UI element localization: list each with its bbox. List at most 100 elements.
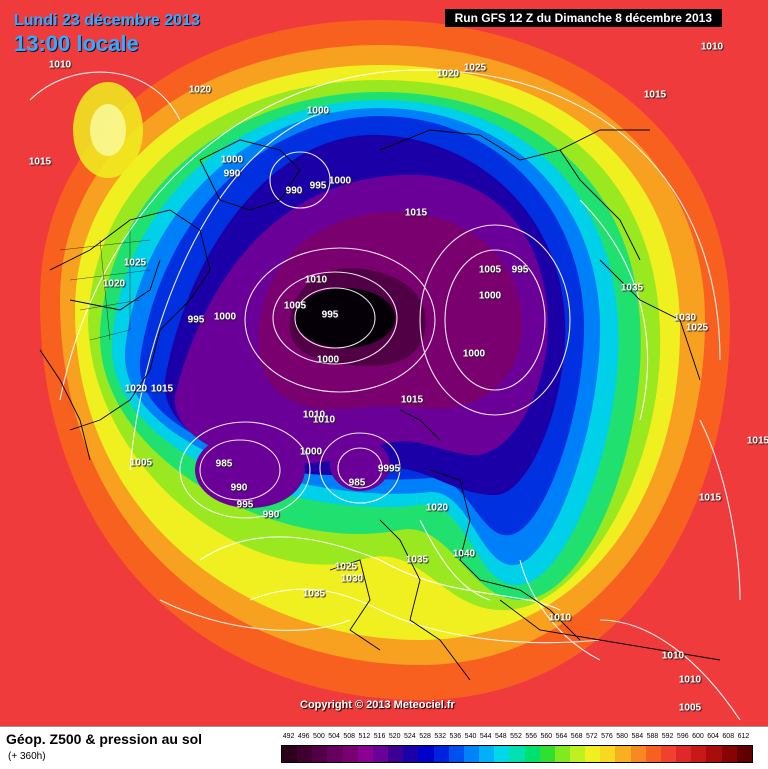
legend-title: Géop. Z500 & pression au sol (6, 731, 203, 747)
isobar-label: 990 (285, 185, 303, 197)
scale-label: 492 (282, 733, 295, 740)
scale-swatch (630, 746, 646, 762)
isobar-label: 1010 (304, 274, 328, 286)
isobar-label: 1010 (312, 414, 336, 426)
color-scale-bar (281, 745, 753, 763)
scale-swatch (615, 746, 631, 762)
scale-swatch (645, 746, 661, 762)
scale-label: 504 (328, 733, 340, 740)
scale-swatch (463, 746, 480, 762)
pole-low-core (295, 288, 395, 348)
scale-swatch (676, 746, 692, 762)
run-label: Run GFS 12 Z du Dimanche 8 décembre 2013 (444, 9, 722, 27)
coastlines (39, 129, 721, 681)
isobar-label: 1015 (400, 394, 424, 406)
isobar-label: 990 (223, 168, 241, 180)
isobar-label: 1000 (316, 354, 340, 366)
scale-label: 584 (631, 733, 644, 740)
scale-label: 572 (585, 733, 598, 740)
scale-swatch (691, 746, 707, 762)
scale-label: 532 (434, 733, 447, 740)
isobar-label: 1000 (299, 446, 323, 458)
isobar-label: 1025 (334, 561, 358, 573)
forecast-time: 13:00 locale (14, 31, 139, 56)
scale-swatch (585, 746, 601, 762)
isobar-label: 1010 (48, 59, 72, 71)
scale-swatch (721, 746, 737, 762)
scale-label: 536 (449, 733, 462, 740)
isobar-label: 1020 (425, 502, 449, 514)
scale-label: 556 (525, 733, 537, 740)
scale-swatch (342, 746, 358, 762)
isobar-label: 995 (187, 314, 205, 326)
isobar-label: 1010 (548, 612, 572, 624)
isobar-label: 1025 (463, 62, 487, 74)
scale-label: 500 (313, 733, 325, 740)
scale-swatch (403, 746, 419, 762)
scale-label: 496 (297, 733, 310, 740)
scale-swatch (736, 746, 752, 762)
isobar-label: 1015 (746, 435, 768, 447)
geopotential-map: Lundi 23 décembre 2013 13:00 locale Run … (0, 0, 768, 726)
isobar-label: 1015 (643, 89, 667, 101)
isobar-label: 1000 (328, 175, 352, 187)
isobar-label: 1020 (124, 383, 148, 395)
legend-subtitle: (+ 360h) (8, 751, 46, 762)
color-scale-labels: 492 496 500 504 508 512 516 520 524 528 532 536 540 5… (281, 733, 751, 743)
isobar-label: 990 (230, 482, 248, 494)
copyright-notice: Copyright © 2013 Meteociel.fr (300, 699, 455, 711)
isobar-label: 1040 (452, 548, 476, 560)
scale-swatch (372, 746, 389, 762)
scale-swatch (418, 746, 434, 762)
scale-label: 548 (494, 733, 507, 740)
warm-bubble-core (90, 104, 126, 156)
isobar-label: 1000 (478, 290, 502, 302)
isobar-label: 1005 (678, 702, 702, 714)
scale-label: 552 (510, 733, 522, 740)
scale-label: 520 (388, 733, 401, 740)
scale-swatch (600, 746, 616, 762)
isobar-label: 1020 (436, 68, 460, 80)
state-borders (59, 230, 151, 341)
scale-label: 612 (737, 733, 750, 740)
isobar-label: 1010 (661, 650, 685, 662)
isobar-label: 1000 (213, 311, 237, 323)
isobar-label: 9995 (377, 463, 401, 475)
isobar-label: 1015 (404, 207, 428, 219)
scale-label: 608 (722, 733, 735, 740)
isobar-label: 1010 (302, 409, 326, 421)
scale-swatch (479, 746, 495, 762)
isobar-label: 1020 (188, 84, 212, 96)
isobar-label: 1020 (102, 278, 126, 290)
isobar-label: 1005 (283, 300, 307, 312)
scale-label: 528 (419, 733, 431, 740)
isobar-label: 995 (309, 180, 327, 192)
isobar-label: 1035 (405, 554, 429, 566)
scale-label: 600 (692, 733, 704, 740)
scale-label: 524 (404, 733, 416, 740)
scale-swatch (554, 746, 570, 762)
scale-label: 604 (707, 733, 719, 740)
isobar-label: 995 (236, 499, 254, 511)
scale-label: 540 (464, 733, 477, 740)
isobar-label: 985 (348, 477, 366, 489)
isobar-label: 1010 (678, 674, 702, 686)
scale-label: 564 (555, 733, 568, 740)
scale-swatch (660, 746, 677, 762)
map-canvas (0, 0, 768, 726)
scale-swatch (388, 746, 404, 762)
scale-label: 516 (373, 733, 386, 740)
scale-swatch (448, 746, 464, 762)
scale-label: 592 (661, 733, 674, 740)
isobar-label: 1015 (28, 156, 52, 168)
scale-label: 512 (358, 733, 371, 740)
isobar-label: 985 (215, 458, 233, 470)
scale-label: 560 (540, 733, 553, 740)
isobar-label: 1010 (700, 41, 724, 53)
scale-label: 580 (616, 733, 628, 740)
isobar-label: 1025 (123, 257, 147, 269)
scale-swatch (297, 746, 313, 762)
isobar-label: 1035 (620, 282, 644, 294)
scale-label: 508 (343, 733, 356, 740)
scale-swatch (357, 746, 373, 762)
